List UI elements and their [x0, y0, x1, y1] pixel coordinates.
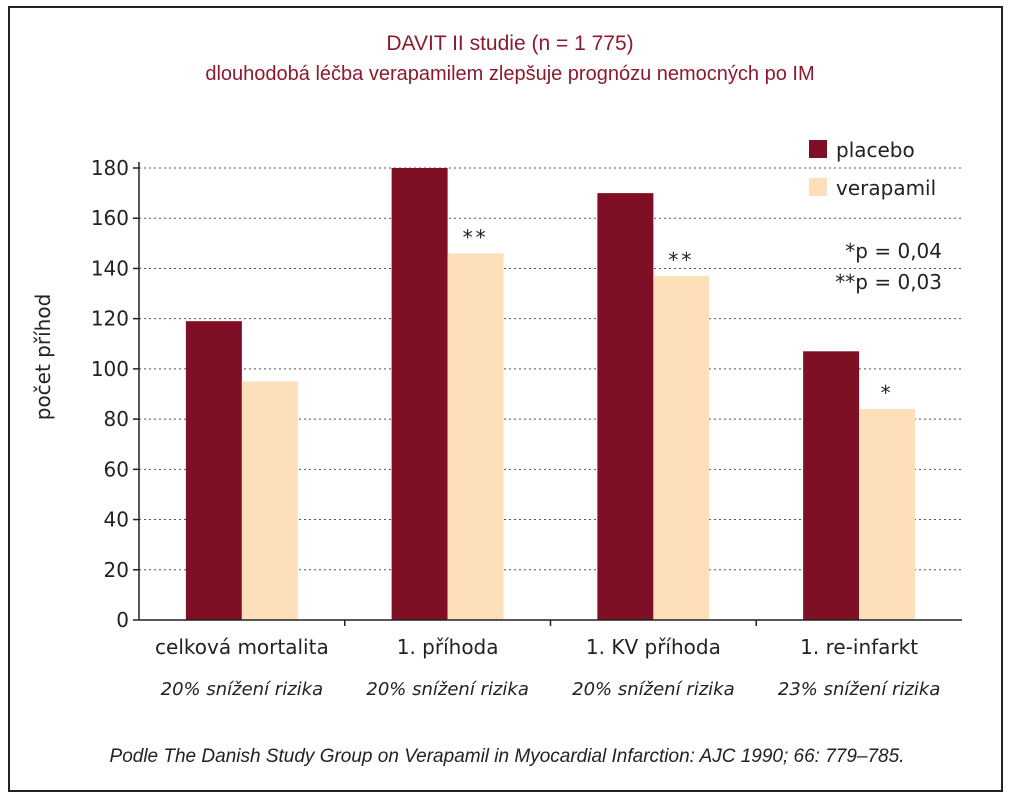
x-category-label-1: celková mortalita	[155, 635, 329, 659]
y-tick-label-40: 40	[104, 508, 129, 532]
y-tick-label-160: 160	[91, 206, 129, 230]
x-category-label-3: 1. KV příhoda	[586, 635, 721, 659]
bar-verapamil-1	[241, 381, 298, 620]
significance-marker-4: *	[881, 381, 894, 405]
legend-swatch-placebo	[809, 140, 827, 158]
bar-placebo-2	[391, 168, 448, 620]
x-category-label-4: 1. re-infarkt	[800, 635, 918, 659]
bar-verapamil-4	[859, 409, 916, 620]
figure-frame	[8, 6, 1003, 792]
legend-swatch-verapamil	[809, 178, 827, 196]
x-category-label-2: 1. příhoda	[397, 635, 499, 659]
significance-note-2: **p = 0,03	[835, 270, 942, 294]
source-note: Podle The Danish Study Group on Verapami…	[110, 746, 905, 767]
x-category-note-2: 20% snížení rizika	[366, 679, 528, 700]
x-category-note-3: 20% snížení rizika	[572, 679, 734, 700]
y-tick-label-60: 60	[104, 457, 129, 481]
chart-subtitle: dlouhodobá léčba verapamilem zlepšuje pr…	[205, 63, 814, 85]
legend-label-verapamil: verapamil	[836, 176, 936, 200]
y-tick-label-20: 20	[104, 558, 129, 582]
x-category-note-4: 23% snížení rizika	[778, 679, 940, 700]
y-tick-label-100: 100	[91, 357, 129, 381]
legend: placebo verapamil	[809, 138, 936, 200]
significance-note-1: *p = 0,04	[845, 239, 942, 263]
y-tick-label-0: 0	[116, 608, 129, 632]
y-tick-label-180: 180	[91, 156, 129, 180]
significance-marker-3: **	[668, 248, 694, 272]
bar-placebo-3	[597, 193, 654, 620]
chart-title: DAVIT II studie (n = 1 775)	[386, 32, 633, 55]
label-layer: celková mortalita 20% snížení rizika ** 1. …	[155, 225, 940, 700]
bar-verapamil-2	[447, 253, 504, 620]
y-tick-label-80: 80	[104, 407, 129, 431]
axis-layer: 0 20 40 60 80 100 120 140 160 180	[91, 156, 962, 632]
y-tick-label-140: 140	[91, 256, 129, 280]
y-axis-label: počet příhod	[31, 294, 55, 421]
significance-marker-2: **	[463, 225, 489, 249]
bar-verapamil-3	[653, 275, 710, 620]
bar-placebo-1	[185, 321, 242, 620]
y-tick-label-120: 120	[91, 307, 129, 331]
bar-placebo-4	[803, 351, 860, 620]
bar-layer	[185, 168, 916, 620]
legend-label-placebo: placebo	[836, 138, 915, 162]
x-category-note-1: 20% snížení rizika	[161, 679, 323, 700]
